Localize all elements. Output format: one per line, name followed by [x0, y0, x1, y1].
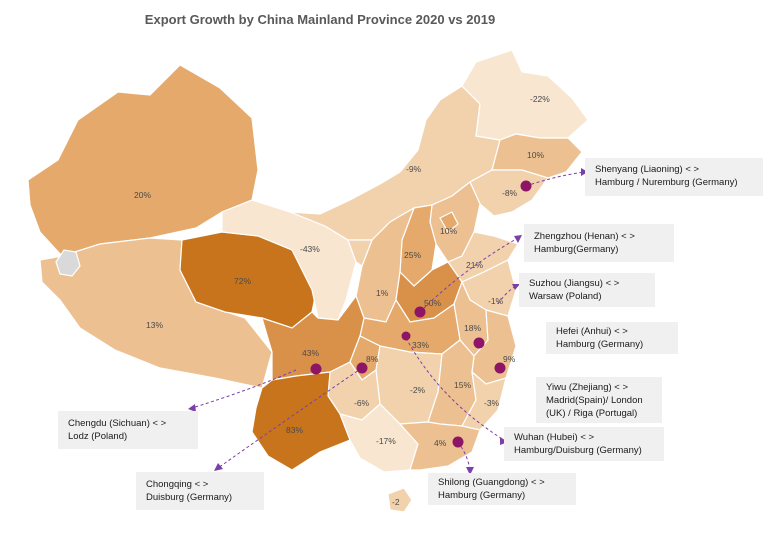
province-heilongjiang [461, 49, 589, 141]
label-jiangxi: 15% [454, 380, 471, 390]
callout-hefei: Hefei (Anhui) < > Hamburg (Germany) [546, 322, 678, 354]
label-henan: 50% [424, 298, 441, 308]
label-beijing: 10% [440, 226, 457, 236]
label-jilin: 10% [527, 150, 544, 160]
arrow-zhengzhou [514, 235, 522, 243]
callout-shilong-line1: Shilong (Guangdong) < > [438, 477, 545, 488]
label-inner-mongolia: -9% [406, 164, 422, 174]
callout-zhengzhou-line1: Zhengzhou (Henan) < > [534, 231, 635, 242]
callout-chengdu: Chengdu (Sichuan) < > Lodz (Poland) [58, 411, 198, 449]
arrow-chongqing [214, 463, 223, 471]
arrow-shenyang [581, 168, 588, 176]
label-chongqing: 8% [366, 354, 379, 364]
label-gansu: -43% [300, 244, 320, 254]
arrow-suzhou [512, 284, 520, 290]
callout-hefei-line1: Hefei (Anhui) < > [556, 326, 628, 337]
label-heilongjiang: -22% [530, 94, 550, 104]
arrow-shilong [466, 467, 474, 475]
callout-wuhan-line1: Wuhan (Hubei) < > [514, 432, 595, 443]
callout-hefei-line2: Hamburg (Germany) [556, 339, 644, 350]
arrow-chengdu [188, 404, 196, 412]
label-yunnan: 83% [286, 425, 303, 435]
callout-yiwu-line3: (UK) / Riga (Portugal) [546, 408, 638, 419]
label-anhui: 18% [464, 323, 481, 333]
province-beijing [439, 211, 459, 233]
callout-shilong: Shilong (Guangdong) < > Hamburg (Germany… [428, 473, 576, 505]
callout-yiwu-line1: Yiwu (Zhejiang) < > [546, 382, 629, 393]
label-tibet: 13% [146, 320, 163, 330]
callout-shenyang: Shenyang (Liaoning) < > Hamburg / Nuremb… [585, 158, 763, 196]
callout-chongqing-line2: Duisburg (Germany) [146, 492, 233, 503]
callout-chengdu-line2: Lodz (Poland) [68, 431, 128, 442]
callout-suzhou-line1: Suzhou (Jiangsu) < > [529, 278, 620, 289]
callout-shenyang-line1: Shenyang (Liaoning) < > [595, 164, 700, 175]
callout-yiwu-line2: Madrid(Spain)/ London [546, 395, 643, 406]
hub-chongqing [356, 362, 368, 374]
hub-chengdu [310, 363, 322, 375]
callout-zhengzhou: Zhengzhou (Henan) < > Hamburg(Germany) [524, 224, 674, 262]
map-title: Export Growth by China Mainland Province… [144, 12, 496, 27]
label-hunan: -2% [410, 385, 426, 395]
province-ningxia [347, 239, 373, 267]
callout-wuhan: Wuhan (Hubei) < > Hamburg/Duisburg (Germ… [504, 427, 664, 461]
label-xinjiang: 20% [134, 190, 151, 200]
hub-zhengzhou [414, 306, 426, 318]
province-fujian [461, 370, 507, 431]
callout-suzhou: Suzhou (Jiangsu) < > Warsaw (Poland) [519, 273, 655, 307]
callout-wuhan-line2: Hamburg/Duisburg (Germany) [514, 445, 642, 456]
label-shandong: 21% [466, 260, 483, 270]
hub-suzhou [494, 362, 506, 374]
callout-zhengzhou-line2: Hamburg(Germany) [534, 244, 619, 255]
route-chongqing [217, 367, 363, 469]
label-jiangsu: -1% [488, 296, 504, 306]
label-guizhou: -6% [354, 398, 370, 408]
callout-chongqing-line1: Chongqing < > [146, 479, 209, 490]
hub-wuhan [401, 331, 411, 341]
label-fujian: -3% [484, 398, 500, 408]
callout-shenyang-line2: Hamburg / Nuremburg (Germany) [595, 177, 738, 188]
label-qinghai: 72% [234, 276, 251, 286]
callout-suzhou-line2: Warsaw (Poland) [529, 291, 602, 302]
hub-shilong [452, 436, 464, 448]
province-guangdong [398, 421, 481, 471]
callout-yiwu: Yiwu (Zhejiang) < > Madrid(Spain)/ Londo… [536, 377, 662, 423]
province-hainan [387, 487, 413, 513]
label-hainan: -2 [392, 497, 400, 507]
label-liaoning: -8% [502, 188, 518, 198]
disputed-area [55, 249, 81, 277]
label-zhejiang: 9% [503, 354, 516, 364]
route-zhengzhou [419, 237, 519, 313]
label-shanxi: 25% [404, 250, 421, 260]
hub-hefei [473, 337, 485, 349]
label-guangdong: 4% [434, 438, 447, 448]
callout-chengdu-line1: Chengdu (Sichuan) < > [68, 418, 167, 429]
province-xinjiang [27, 64, 259, 257]
label-guangxi: -17% [376, 436, 396, 446]
hub-shenyang [520, 180, 532, 192]
callout-chongqing: Chongqing < > Duisburg (Germany) [136, 472, 264, 510]
label-hubei: 33% [412, 340, 429, 350]
label-ningxia: 1% [376, 288, 389, 298]
label-sichuan: 43% [302, 348, 319, 358]
callout-shilong-line2: Hamburg (Germany) [438, 490, 526, 501]
